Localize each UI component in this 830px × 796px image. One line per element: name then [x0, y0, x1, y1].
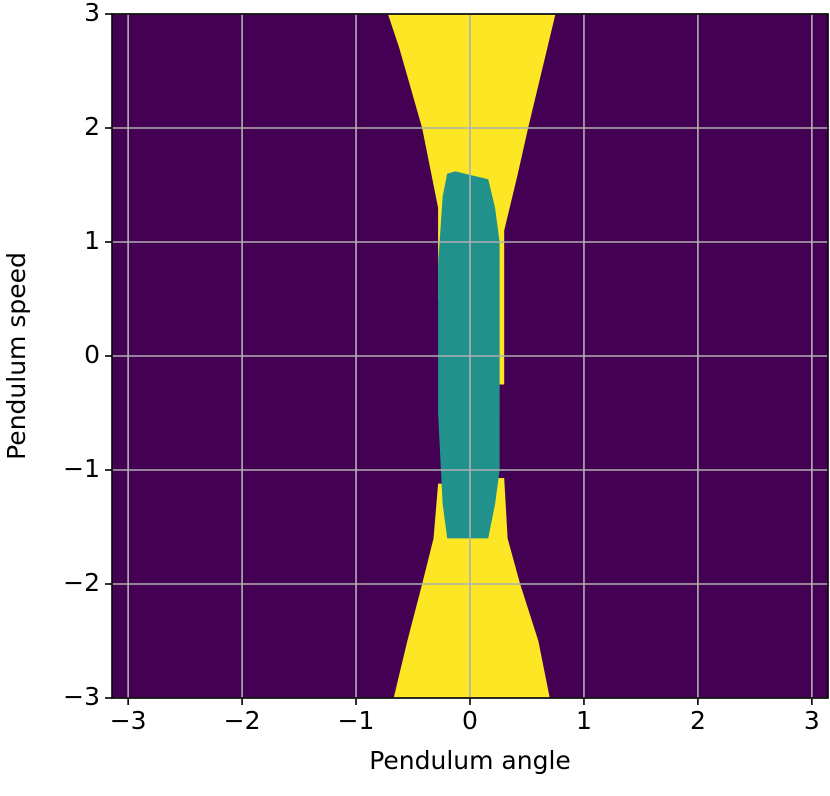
x-axis-label: Pendulum angle [369, 746, 571, 775]
x-tick-label: −2 [224, 706, 261, 735]
x-tick-label: 2 [690, 706, 706, 735]
x-tick-label: 1 [576, 706, 592, 735]
y-tick-label: 3 [84, 0, 100, 27]
y-tick-label: −3 [63, 682, 100, 711]
plot-frame [111, 13, 829, 699]
y-tick-label: 0 [84, 340, 100, 369]
y-tick-label: 2 [84, 112, 100, 141]
x-tick-label: 3 [804, 706, 820, 735]
x-tick-label: 0 [462, 706, 478, 735]
region [438, 171, 500, 539]
y-tick-label: −1 [63, 454, 100, 483]
region [393, 477, 550, 698]
x-tick-label: −3 [110, 706, 147, 735]
y-tick-label: 1 [84, 226, 100, 255]
y-axis-label: Pendulum speed [2, 252, 31, 460]
x-tick-label: −1 [338, 706, 375, 735]
y-tick-label: −2 [63, 568, 100, 597]
